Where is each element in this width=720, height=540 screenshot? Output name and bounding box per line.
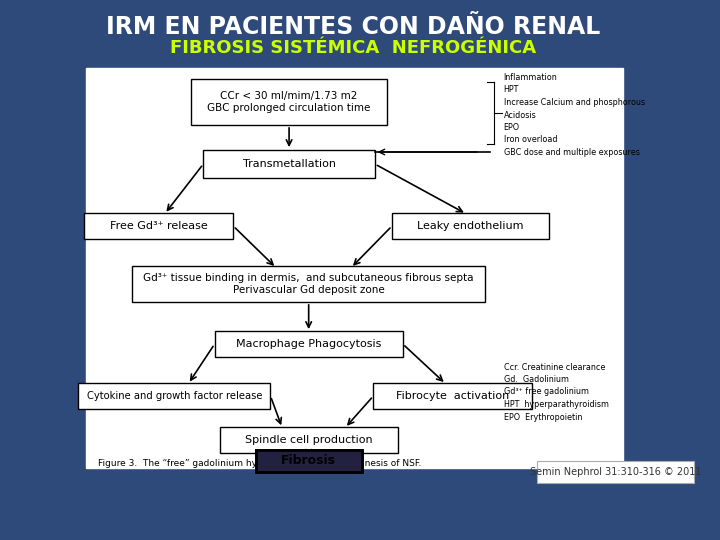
FancyBboxPatch shape [191, 79, 387, 125]
FancyBboxPatch shape [86, 68, 624, 468]
FancyBboxPatch shape [256, 450, 361, 472]
FancyBboxPatch shape [392, 213, 549, 239]
Text: Gd³⁺ tissue binding in dermis,  and subcutaneous fibrous septa
Perivascular Gd d: Gd³⁺ tissue binding in dermis, and subcu… [143, 273, 474, 295]
Text: FIBROSIS SISTÉMICA  NEFROGÉNICA: FIBROSIS SISTÉMICA NEFROGÉNICA [170, 39, 536, 57]
Text: Cytokine and growth factor release: Cytokine and growth factor release [86, 391, 262, 401]
FancyBboxPatch shape [132, 266, 485, 302]
FancyBboxPatch shape [203, 150, 375, 178]
Text: Spindle cell production: Spindle cell production [245, 435, 372, 445]
Text: Inflammation
HPT
Increase Calcium and phosphorous
Acidosis
EPO
Iron overload
GBC: Inflammation HPT Increase Calcium and ph… [504, 73, 645, 157]
Text: CCr < 30 ml/mim/1.73 m2
GBC prolonged circulation time: CCr < 30 ml/mim/1.73 m2 GBC prolonged ci… [207, 91, 371, 113]
FancyBboxPatch shape [374, 383, 532, 409]
FancyBboxPatch shape [220, 427, 398, 453]
Text: Fibrosis: Fibrosis [282, 455, 336, 468]
Text: Fibrosis: Fibrosis [282, 455, 336, 468]
Text: Leaky endothelium: Leaky endothelium [417, 221, 523, 231]
Text: IRM EN PACIENTES CON DAÑO RENAL: IRM EN PACIENTES CON DAÑO RENAL [106, 15, 600, 39]
Text: Ccr. Creatinine clearance
Gd.  Gadolinium
Gd³⁺ free gadolinium
HPT  hyperparathy: Ccr. Creatinine clearance Gd. Gadolinium… [504, 362, 608, 422]
Text: Fibrocyte  activation: Fibrocyte activation [396, 391, 509, 401]
Text: Semin Nephrol 31:310-316 © 2011: Semin Nephrol 31:310-316 © 2011 [530, 467, 701, 477]
Text: Figure 3.  The “free” gadolinium hypothesis in the pathogenesis of NSF.: Figure 3. The “free” gadolinium hypothes… [98, 460, 421, 469]
FancyBboxPatch shape [84, 213, 233, 239]
FancyBboxPatch shape [215, 331, 402, 357]
Text: Macrophage Phagocytosis: Macrophage Phagocytosis [236, 339, 382, 349]
FancyBboxPatch shape [78, 383, 271, 409]
Text: Free Gd³⁺ release: Free Gd³⁺ release [110, 221, 207, 231]
FancyBboxPatch shape [537, 461, 694, 483]
FancyBboxPatch shape [256, 450, 361, 472]
Text: Transmetallation: Transmetallation [243, 159, 336, 169]
